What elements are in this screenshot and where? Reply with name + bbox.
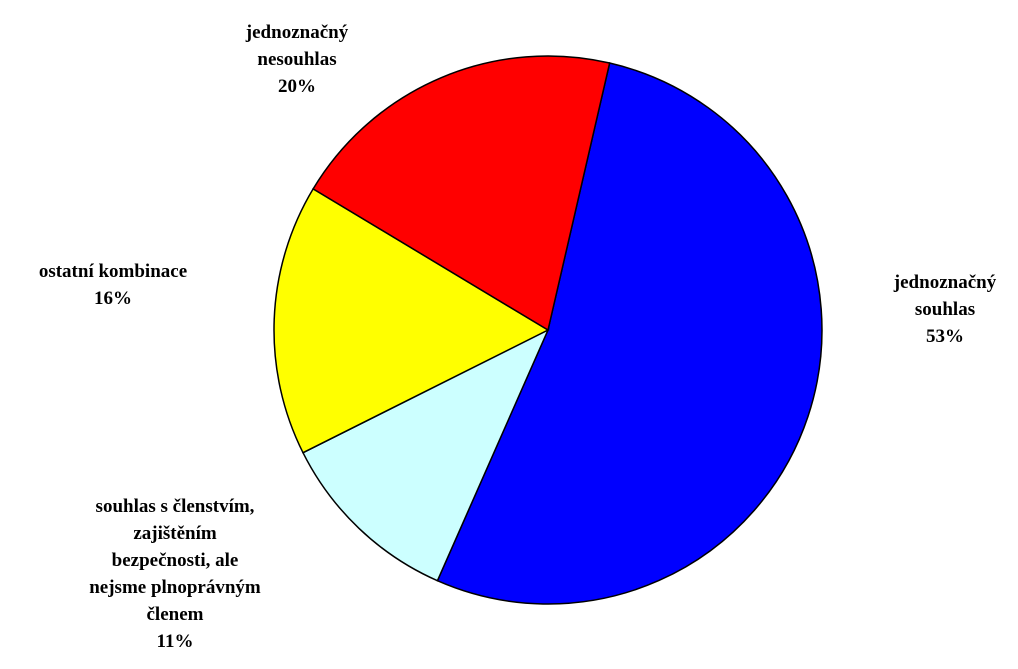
slice-label: členem (147, 604, 204, 625)
pie-slice (301, 328, 550, 582)
slice-label: souhlas (915, 299, 975, 320)
slice-label: nejsme plnoprávným (89, 577, 261, 598)
slice-label: ostatní kombinace (39, 261, 187, 282)
slice-label: jednoznačný (245, 22, 349, 43)
slice-value-label: 53% (926, 326, 964, 347)
slice-value-label: 11% (157, 631, 194, 652)
slice-value-label: 16% (94, 288, 132, 309)
pie-slice (273, 187, 550, 454)
pie-slices (273, 55, 823, 605)
slice-label: jednoznačný (893, 272, 997, 293)
slice-value-label: 20% (278, 76, 316, 97)
slice-label: bezpečnosti, ale (112, 550, 239, 571)
pie-labels: jednoznačný souhlas 53% souhlas s členstvím… (39, 22, 997, 652)
slice-label: souhlas s členstvím, (96, 496, 255, 517)
slice-label: nesouhlas (257, 49, 336, 70)
slice-label: zajištěním (133, 523, 217, 544)
pie-slice (436, 62, 823, 605)
pie-slice (312, 55, 611, 332)
